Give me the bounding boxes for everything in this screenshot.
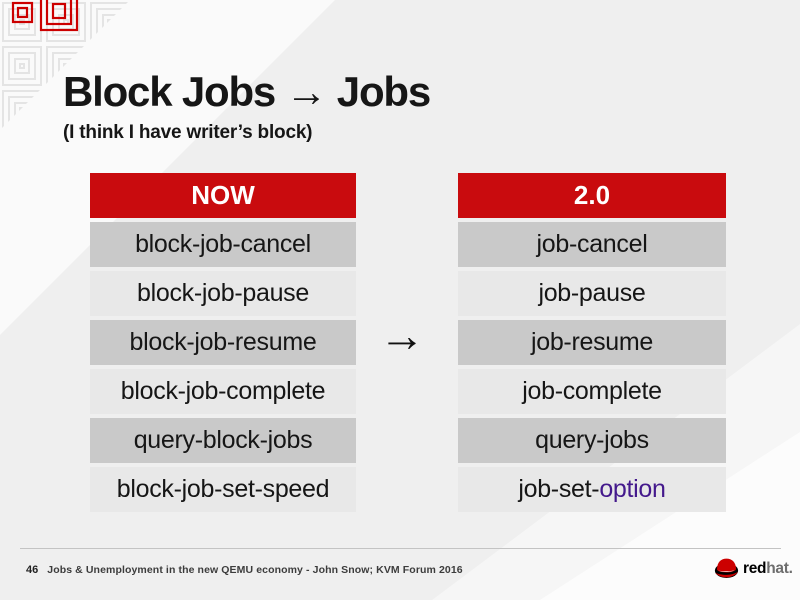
table-cell-highlighted: job-set-option	[458, 467, 726, 512]
footer-divider-line	[20, 548, 781, 549]
table-cell: query-jobs	[458, 418, 726, 463]
arrow-right-icon: →	[379, 309, 425, 361]
table-now-header: NOW	[90, 173, 356, 218]
table-2-0: 2.0 job-cancel job-pause job-resume job-…	[458, 173, 726, 512]
slide-subtitle: (I think I have writer’s block)	[63, 122, 313, 143]
table-cell: block-job-resume	[90, 320, 356, 365]
shadowman-hat-icon	[714, 558, 739, 578]
table-cell: query-block-jobs	[90, 418, 356, 463]
cell-text-highlight: option	[599, 475, 666, 503]
corner-squares-pattern-icon	[0, 0, 130, 130]
wordmark-hat: hat.	[766, 559, 793, 577]
footer: 46 Jobs & Unemployment in the new QEMU e…	[26, 564, 463, 576]
table-cell: job-cancel	[458, 222, 726, 267]
footer-deck-title: Jobs & Unemployment in the new QEMU econ…	[47, 564, 463, 576]
table-cell: job-complete	[458, 369, 726, 414]
redhat-wordmark: redhat.	[743, 560, 793, 578]
table-2-0-header: 2.0	[458, 173, 726, 218]
table-cell: block-job-set-speed	[90, 467, 356, 512]
table-now: NOW block-job-cancel block-job-pause blo…	[90, 173, 356, 512]
table-cell: block-job-cancel	[90, 222, 356, 267]
redhat-logo: redhat.	[713, 556, 793, 581]
table-cell: block-job-pause	[90, 271, 356, 316]
cell-text-prefix: job-set-	[518, 475, 600, 503]
table-cell: job-pause	[458, 271, 726, 316]
slide-page-number: 46	[26, 564, 39, 576]
table-cell: job-resume	[458, 320, 726, 365]
slide-title: Block Jobs → Jobs	[63, 68, 431, 115]
wordmark-red: red	[743, 559, 767, 577]
red-squares-accent	[11, 0, 79, 32]
table-cell: block-job-complete	[90, 369, 356, 414]
